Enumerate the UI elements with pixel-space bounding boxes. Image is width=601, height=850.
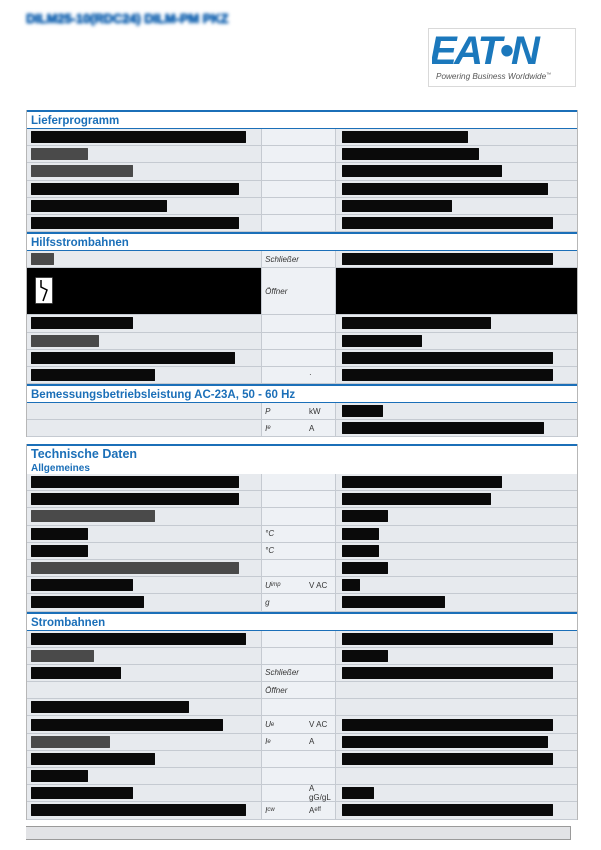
- svg-text:EAT•N: EAT•N: [432, 32, 541, 72]
